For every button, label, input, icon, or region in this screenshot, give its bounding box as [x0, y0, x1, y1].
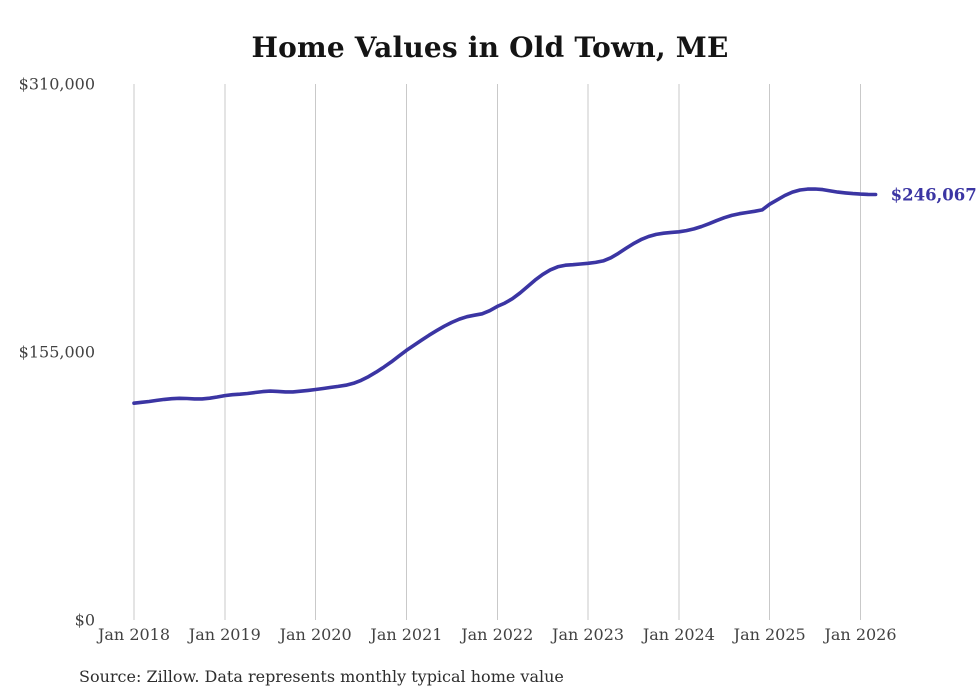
x-tick-label: Jan 2020: [278, 625, 352, 644]
x-tick-label: Jan 2019: [187, 625, 261, 644]
x-tick-label: Jan 2024: [641, 625, 715, 644]
x-tick-label: Jan 2026: [822, 625, 896, 644]
x-tick-label: Jan 2025: [732, 625, 806, 644]
x-tick-label: Jan 2022: [459, 625, 533, 644]
x-tick-label: Jan 2023: [550, 625, 624, 644]
y-tick-label: $310,000: [19, 75, 95, 94]
y-tick-label: $155,000: [19, 343, 95, 362]
x-tick-label: Jan 2018: [96, 625, 170, 644]
x-tick-label: Jan 2021: [368, 625, 442, 644]
y-tick-label: $0: [75, 611, 95, 630]
value-line: [132, 187, 878, 405]
source-note: Source: Zillow. Data represents monthly …: [79, 667, 564, 686]
chart-title: Home Values in Old Town, ME: [251, 31, 729, 64]
end-value-label: $246,067: [891, 186, 977, 205]
